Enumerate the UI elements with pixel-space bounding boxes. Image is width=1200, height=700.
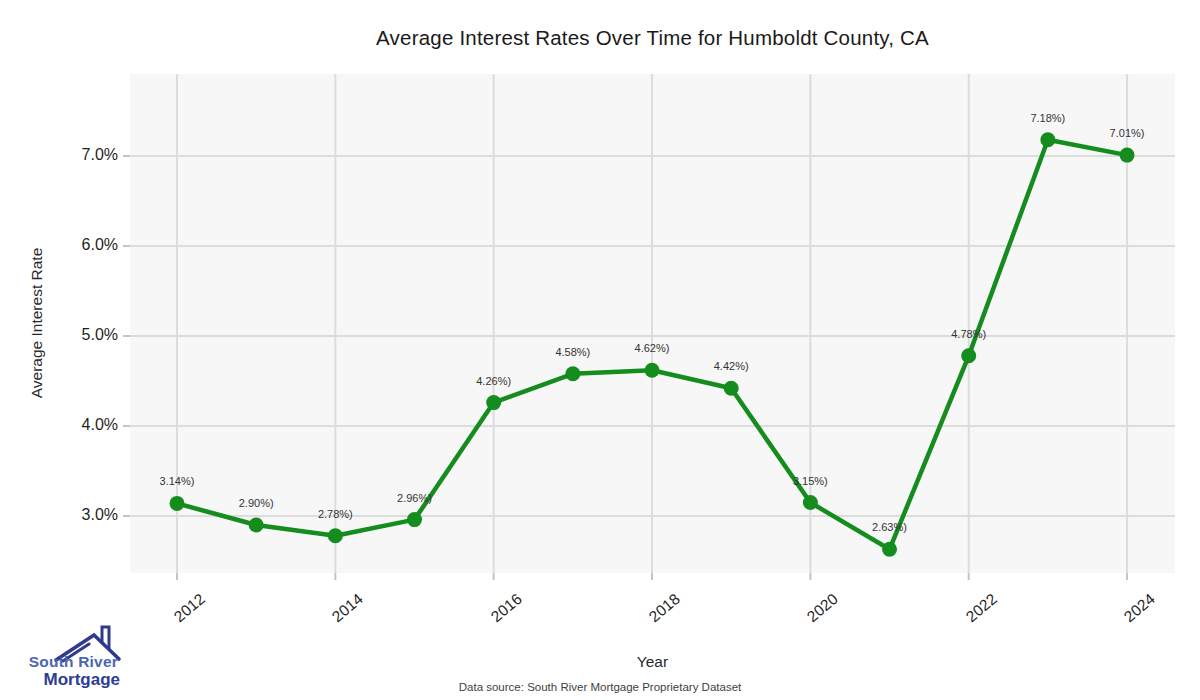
data-point-2024	[1120, 148, 1135, 163]
y-tick-label-4.0%: 4.0%	[48, 416, 118, 434]
data-label-2020: 3.15%)	[768, 475, 852, 487]
data-label-2013: 2.90%)	[214, 497, 298, 509]
data-label-2021: 2.63%)	[848, 521, 932, 533]
data-label-2022: 4.78%)	[927, 328, 1011, 340]
data-label-2023: 7.18%)	[1006, 112, 1090, 124]
data-point-2015	[407, 512, 422, 527]
data-point-2020	[803, 495, 818, 510]
data-label-2014: 2.78%)	[293, 508, 377, 520]
data-point-2016	[486, 395, 501, 410]
data-point-2012	[170, 496, 185, 511]
data-label-2015: 2.96%)	[373, 492, 457, 504]
x-axis-title: Year	[130, 653, 1175, 671]
data-label-2024: 7.01%)	[1085, 127, 1169, 139]
data-label-2012: 3.14%)	[135, 475, 219, 487]
data-point-2021	[882, 542, 897, 557]
data-point-2019	[724, 381, 739, 396]
data-point-2017	[565, 366, 580, 381]
y-tick-label-3.0%: 3.0%	[48, 506, 118, 524]
y-axis-title: Average Interest Rate	[28, 223, 48, 423]
data-point-2022	[961, 348, 976, 363]
data-label-2017: 4.58%)	[531, 346, 615, 358]
chart-title: Average Interest Rates Over Time for Hum…	[130, 26, 1175, 50]
company-logo: South River Mortgage	[18, 615, 130, 695]
data-point-2014	[328, 528, 343, 543]
data-label-2019: 4.42%)	[689, 360, 773, 372]
data-label-2018: 4.62%)	[610, 342, 694, 354]
y-tick-label-6.0%: 6.0%	[48, 236, 118, 254]
data-point-2013	[249, 518, 264, 533]
data-label-2016: 4.26%)	[452, 375, 536, 387]
chart-page: Average Interest Rates Over Time for Hum…	[0, 0, 1200, 700]
y-tick-label-7.0%: 7.0%	[48, 146, 118, 164]
logo-text-line2: Mortgage	[18, 670, 120, 690]
data-point-2018	[645, 363, 660, 378]
logo-text-line1: South River	[18, 653, 118, 671]
data-source-note: Data source: South River Mortgage Propri…	[0, 681, 1200, 693]
y-tick-label-5.0%: 5.0%	[48, 326, 118, 344]
data-point-2023	[1040, 132, 1055, 147]
